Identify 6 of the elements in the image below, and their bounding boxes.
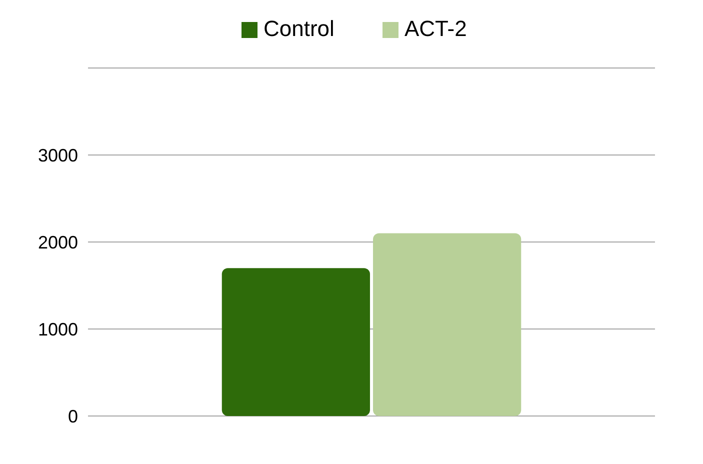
legend-label: Control <box>264 16 334 41</box>
y-tick-label: 1000 <box>38 319 78 340</box>
y-tick-label: 2000 <box>38 232 78 252</box>
y-tick-label: 3000 <box>38 145 78 166</box>
legend-label: ACT-2 <box>404 16 467 41</box>
y-tick-label: 0 <box>68 406 78 426</box>
